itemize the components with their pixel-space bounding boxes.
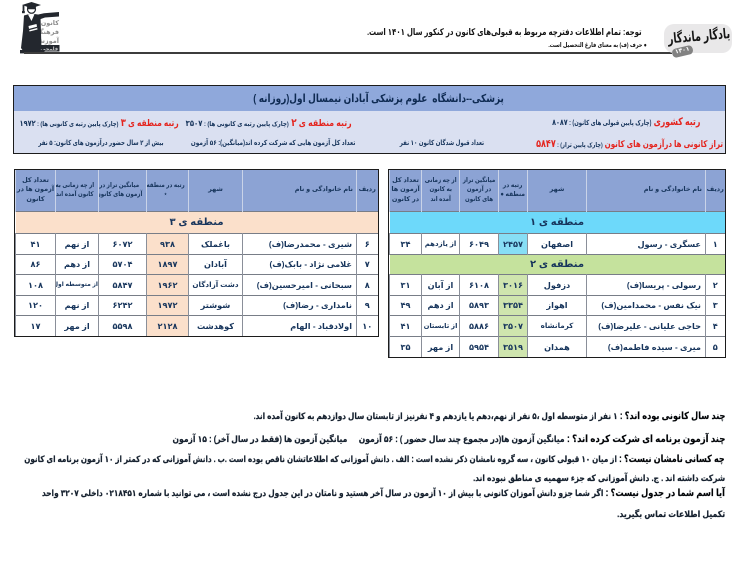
svg-text:قلمچی: قلمچی (41, 47, 58, 53)
svg-text:کانون: کانون (41, 20, 60, 27)
svg-text:فرهنگی: فرهنگی (33, 28, 59, 36)
svg-text:آموزش: آموزش (36, 36, 60, 45)
